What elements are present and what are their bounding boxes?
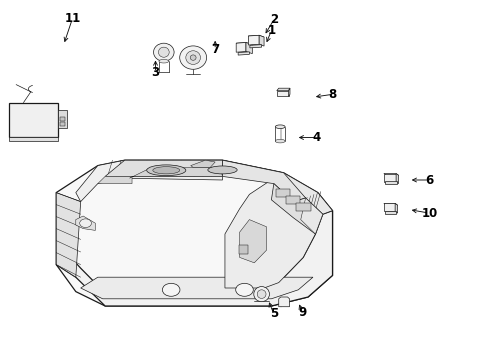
Circle shape xyxy=(80,219,91,228)
Polygon shape xyxy=(56,193,81,277)
Polygon shape xyxy=(56,211,332,306)
Polygon shape xyxy=(76,216,95,230)
Ellipse shape xyxy=(190,55,196,60)
Polygon shape xyxy=(248,35,259,45)
Ellipse shape xyxy=(159,59,168,63)
Polygon shape xyxy=(276,91,288,96)
Text: 10: 10 xyxy=(420,207,437,220)
Polygon shape xyxy=(9,103,58,137)
Text: 7: 7 xyxy=(211,43,219,56)
Polygon shape xyxy=(245,42,252,54)
Polygon shape xyxy=(81,277,312,299)
Polygon shape xyxy=(395,174,398,184)
Ellipse shape xyxy=(185,51,200,64)
Bar xyxy=(275,189,290,197)
Ellipse shape xyxy=(275,139,285,143)
Polygon shape xyxy=(383,174,395,182)
Polygon shape xyxy=(248,35,264,38)
Bar xyxy=(296,203,310,211)
Ellipse shape xyxy=(253,287,269,302)
Bar xyxy=(285,196,300,204)
Text: 4: 4 xyxy=(312,131,320,144)
Circle shape xyxy=(162,283,180,296)
Polygon shape xyxy=(278,297,289,307)
Text: 3: 3 xyxy=(151,66,159,79)
Polygon shape xyxy=(129,167,222,178)
Text: 9: 9 xyxy=(298,306,305,319)
Polygon shape xyxy=(222,160,332,214)
Polygon shape xyxy=(383,203,394,211)
Text: 11: 11 xyxy=(64,12,81,25)
Polygon shape xyxy=(271,184,322,234)
Polygon shape xyxy=(259,35,264,46)
Text: 2: 2 xyxy=(269,13,277,26)
Polygon shape xyxy=(190,160,215,167)
Circle shape xyxy=(235,283,253,296)
Polygon shape xyxy=(238,52,249,55)
Bar xyxy=(58,110,66,128)
Polygon shape xyxy=(239,220,266,263)
Polygon shape xyxy=(300,198,322,234)
Polygon shape xyxy=(224,178,315,288)
Polygon shape xyxy=(276,88,289,91)
Polygon shape xyxy=(105,160,222,176)
Text: 6: 6 xyxy=(425,174,432,186)
Polygon shape xyxy=(288,88,289,96)
Polygon shape xyxy=(236,42,245,52)
Ellipse shape xyxy=(153,167,180,174)
Ellipse shape xyxy=(275,125,285,129)
Polygon shape xyxy=(383,174,398,175)
Polygon shape xyxy=(56,160,332,306)
Polygon shape xyxy=(98,176,132,184)
Ellipse shape xyxy=(153,43,174,61)
Polygon shape xyxy=(236,42,252,45)
Ellipse shape xyxy=(146,165,185,176)
Bar xyxy=(60,117,64,121)
Polygon shape xyxy=(9,137,58,141)
Polygon shape xyxy=(394,203,397,213)
Ellipse shape xyxy=(257,290,265,298)
Text: 5: 5 xyxy=(269,307,277,320)
Ellipse shape xyxy=(207,166,237,174)
Polygon shape xyxy=(249,45,261,48)
Bar xyxy=(238,245,248,254)
Polygon shape xyxy=(384,211,395,214)
Ellipse shape xyxy=(180,46,206,69)
Polygon shape xyxy=(76,160,222,202)
Bar xyxy=(60,122,64,126)
Polygon shape xyxy=(384,181,396,184)
Polygon shape xyxy=(222,160,305,202)
Text: 8: 8 xyxy=(328,88,336,101)
Text: 1: 1 xyxy=(267,24,275,37)
Ellipse shape xyxy=(158,47,169,57)
Polygon shape xyxy=(383,203,397,205)
